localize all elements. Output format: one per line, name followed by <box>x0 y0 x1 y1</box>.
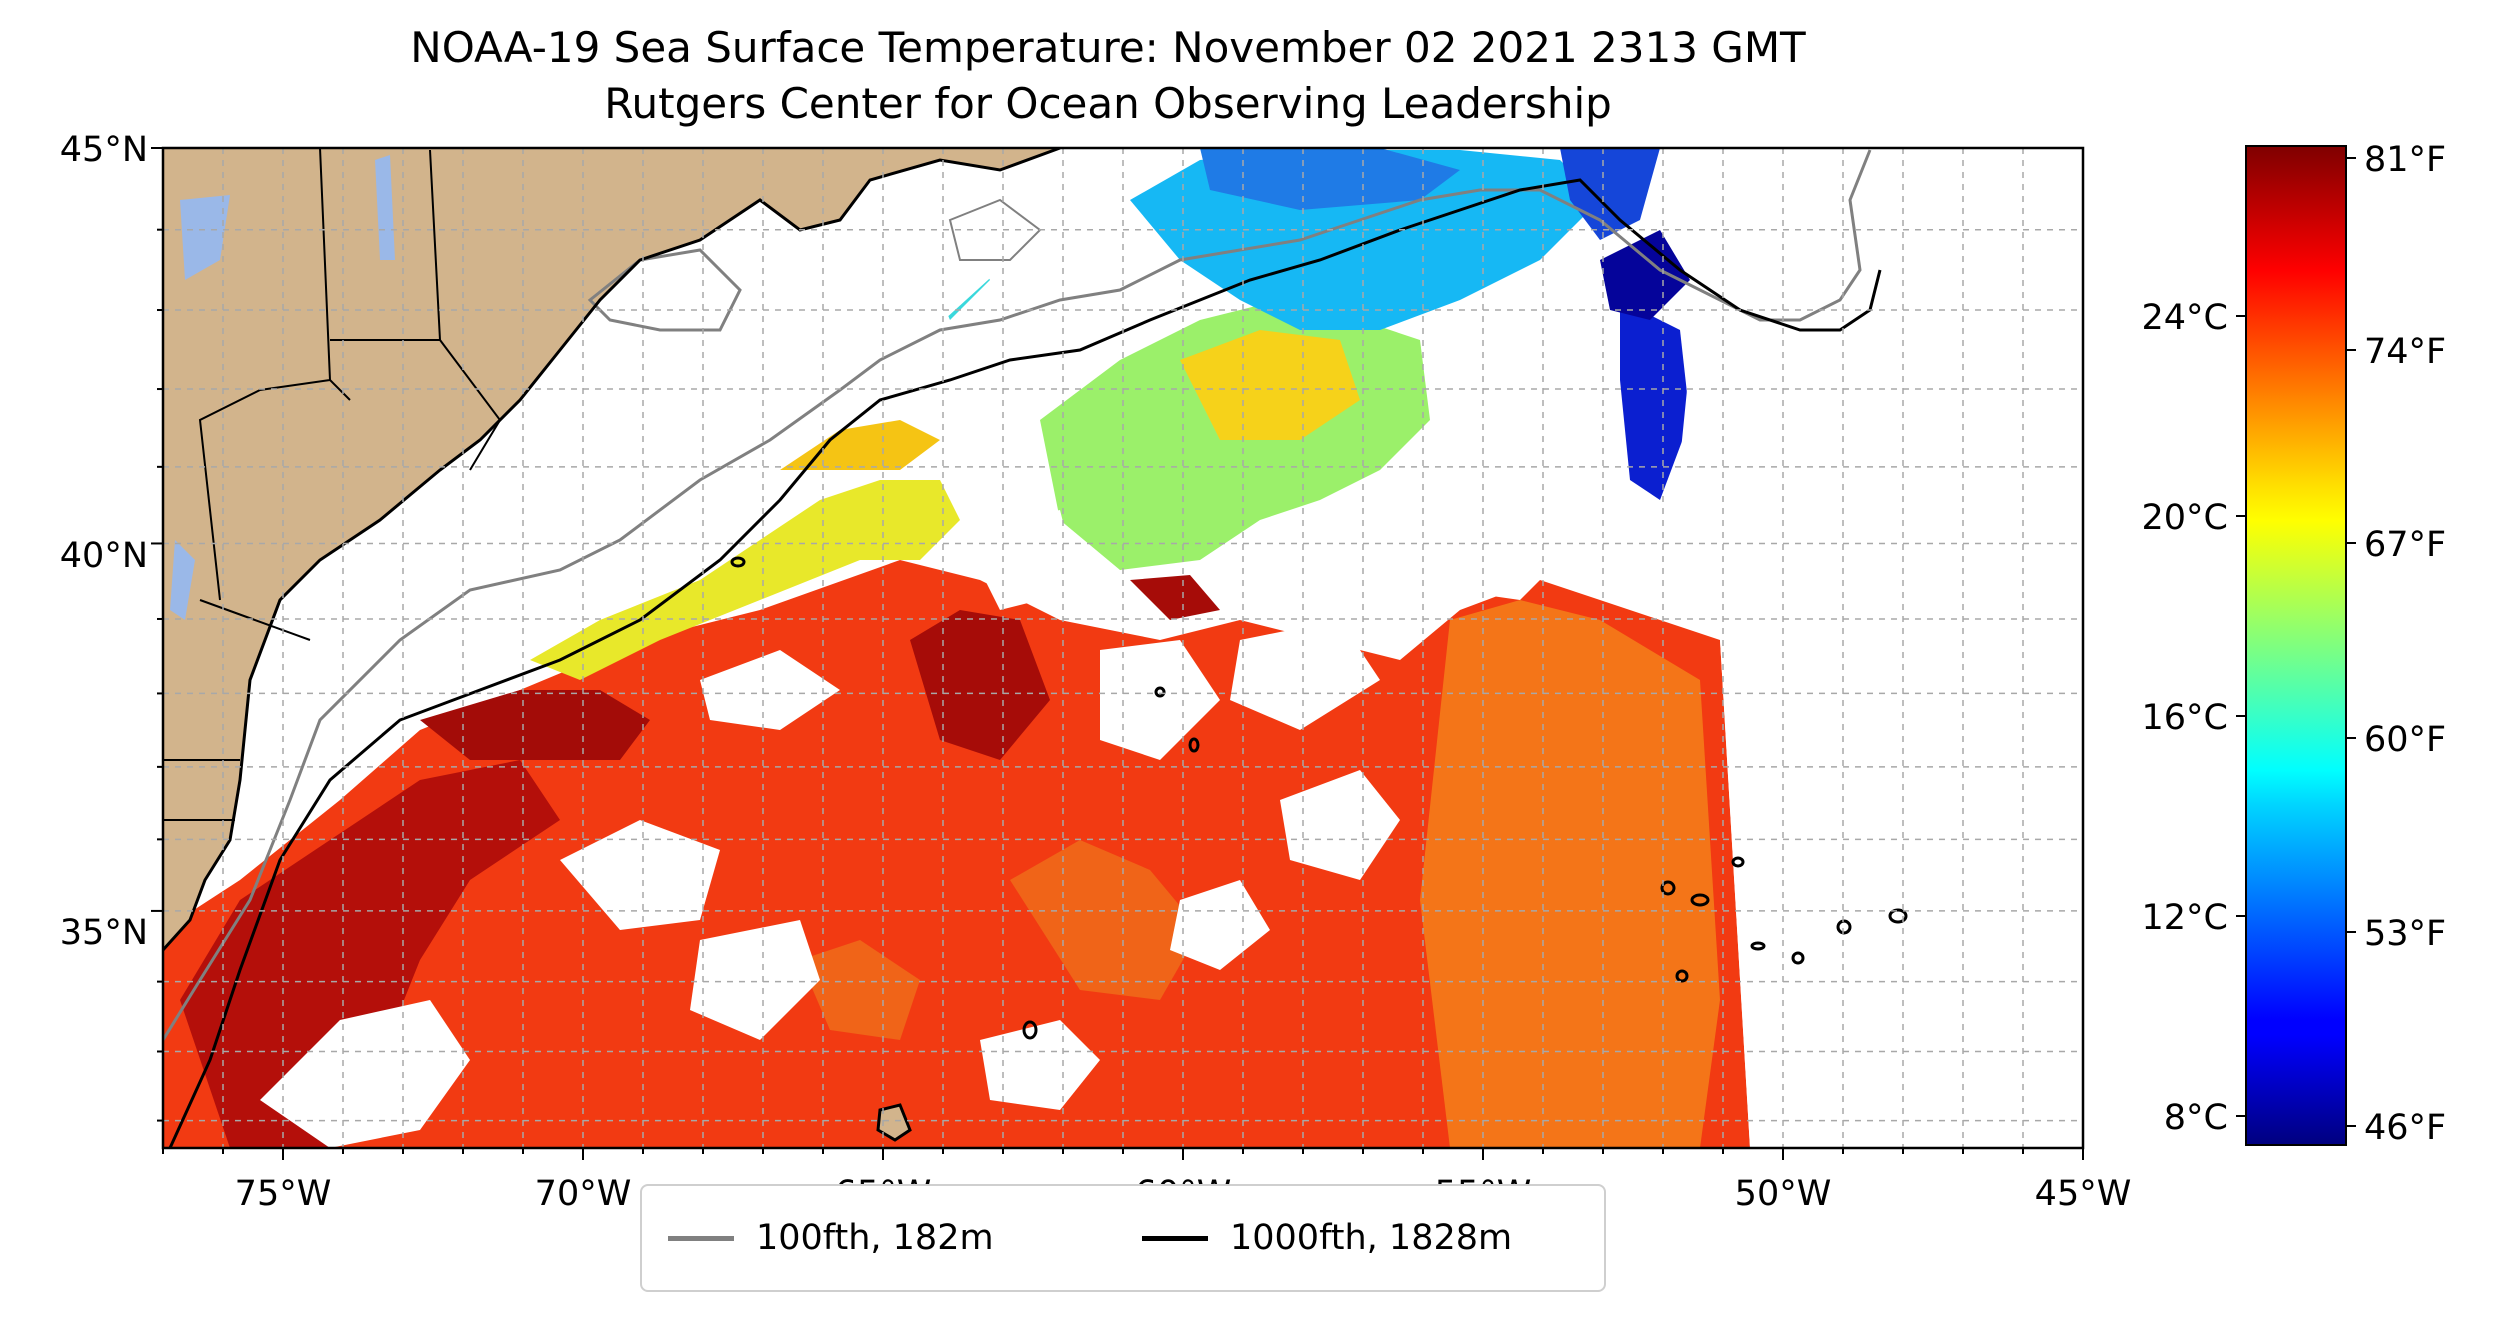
celsius-tick-label: 12°C <box>2142 898 2228 938</box>
lat-axis: 45°N 40°N 35°N <box>60 130 148 953</box>
legend-line-black <box>1142 1235 1208 1241</box>
map-subtitle: Rutgers Center for Ocean Observing Leade… <box>604 79 1612 128</box>
fahrenheit-tick-label: 53°F <box>2364 914 2446 954</box>
fahrenheit-tick-label: 81°F <box>2364 140 2446 180</box>
colorbar-fahrenheit-labels: 81°F 74°F 67°F 60°F 53°F 46°F <box>2364 140 2446 1148</box>
colorbar-celsius-labels: 24°C 20°C 16°C 12°C 8°C <box>2142 298 2228 1138</box>
colorbar-ticks <box>2236 157 2356 1127</box>
fahrenheit-tick-label: 60°F <box>2364 720 2446 760</box>
lon-tick-label: 70°W <box>535 1174 632 1214</box>
celsius-tick-label: 24°C <box>2142 298 2228 338</box>
lon-tick-label: 50°W <box>1735 1174 1832 1214</box>
contour-legend: 100fth, 182m 1000fth, 1828m <box>640 1184 1606 1292</box>
lat-tick-label: 45°N <box>60 130 148 170</box>
fahrenheit-tick-label: 46°F <box>2364 1108 2446 1148</box>
lon-tick-label: 45°W <box>2035 1174 2132 1214</box>
bermuda-island <box>876 1103 912 1142</box>
lat-tick-label: 40°N <box>60 536 148 576</box>
celsius-tick-label: 20°C <box>2142 498 2228 538</box>
celsius-tick-label: 8°C <box>2164 1098 2228 1138</box>
legend-label: 1000fth, 1828m <box>1230 1218 1513 1258</box>
fahrenheit-tick-label: 74°F <box>2364 332 2446 372</box>
legend-item-100fth: 100fth, 182m <box>668 1186 994 1290</box>
legend-label: 100fth, 182m <box>756 1218 994 1258</box>
gridlines <box>163 148 2083 1148</box>
celsius-tick-label: 16°C <box>2142 698 2228 738</box>
legend-line-gray <box>668 1235 734 1241</box>
sst-layer <box>163 148 2083 1148</box>
colorbar <box>2245 145 2347 1146</box>
axis-ticks <box>151 147 2084 1160</box>
fahrenheit-tick-label: 67°F <box>2364 525 2446 565</box>
lat-tick-label: 35°N <box>60 913 148 953</box>
land-area <box>163 148 1060 950</box>
legend-item-1000fth: 1000fth, 1828m <box>1142 1186 1512 1290</box>
lon-tick-label: 75°W <box>235 1174 332 1214</box>
map-title: NOAA-19 Sea Surface Temperature: Novembe… <box>410 23 1806 72</box>
